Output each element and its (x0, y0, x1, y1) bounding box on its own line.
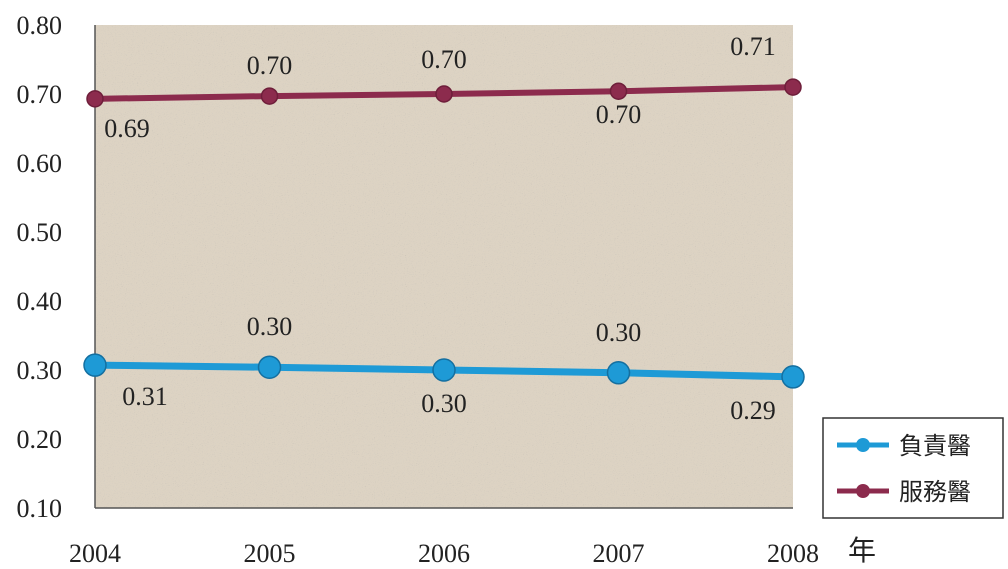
data-point (606, 361, 631, 385)
legend-item: 負責醫 (837, 432, 971, 460)
y-tick-label: 0.10 (17, 494, 63, 523)
data-label: 0.70 (421, 45, 467, 74)
data-label: 0.31 (122, 382, 168, 411)
legend-swatch-marker (856, 438, 870, 452)
x-axis-unit-label: 年 (848, 534, 876, 567)
data-point (260, 87, 279, 105)
series-1: 0.31 0.30 0.30 0.30 0.29 (83, 312, 805, 425)
data-label: 0.30 (596, 318, 642, 347)
y-tick-label: 0.60 (17, 149, 63, 178)
y-tick-label: 0.40 (17, 287, 63, 316)
data-point (86, 90, 104, 108)
data-point (435, 85, 453, 103)
y-tick-label: 0.70 (17, 80, 63, 109)
data-label: 0.70 (596, 100, 642, 129)
legend-label: 服務醫 (899, 478, 971, 506)
legend-label: 負責醫 (899, 432, 971, 460)
data-label: 0.70 (247, 51, 293, 80)
legend-swatch-marker (856, 484, 870, 498)
y-tick-label: 0.20 (17, 425, 63, 454)
data-label: 0.30 (421, 389, 467, 418)
data-label: 0.69 (104, 114, 150, 143)
x-tick-label: 2008 (767, 539, 819, 568)
y-tick-label: 0.30 (17, 356, 63, 385)
data-point (784, 78, 802, 96)
data-label: 0.29 (730, 396, 776, 425)
legend-item: 服務醫 (837, 478, 971, 506)
x-axis: 2004 2005 2006 2007 2008 (69, 539, 819, 568)
x-tick-label: 2007 (593, 539, 645, 568)
y-tick-label: 0.80 (17, 11, 63, 40)
series-2: 0.69 0.70 0.70 0.70 0.71 (86, 32, 802, 143)
legend-box (822, 417, 1004, 519)
y-tick-label: 0.50 (17, 218, 63, 247)
data-label: 0.30 (247, 312, 293, 341)
x-tick-label: 2005 (244, 539, 296, 568)
data-point (781, 365, 805, 389)
plot-texture (95, 25, 793, 508)
x-tick-label: 2004 (69, 539, 121, 568)
data-point (83, 353, 107, 377)
y-axis: 0.10 0.20 0.30 0.40 0.50 0.60 0.70 0.80 (17, 11, 63, 523)
x-tick-label: 2006 (418, 539, 470, 568)
data-point (609, 82, 628, 100)
data-point (432, 358, 456, 382)
data-point (257, 355, 282, 379)
series-layer: 0.31 0.30 0.30 0.30 0.29 0.69 0.70 0.70 0.70 0.71 (83, 32, 805, 425)
data-label: 0.71 (730, 32, 776, 61)
